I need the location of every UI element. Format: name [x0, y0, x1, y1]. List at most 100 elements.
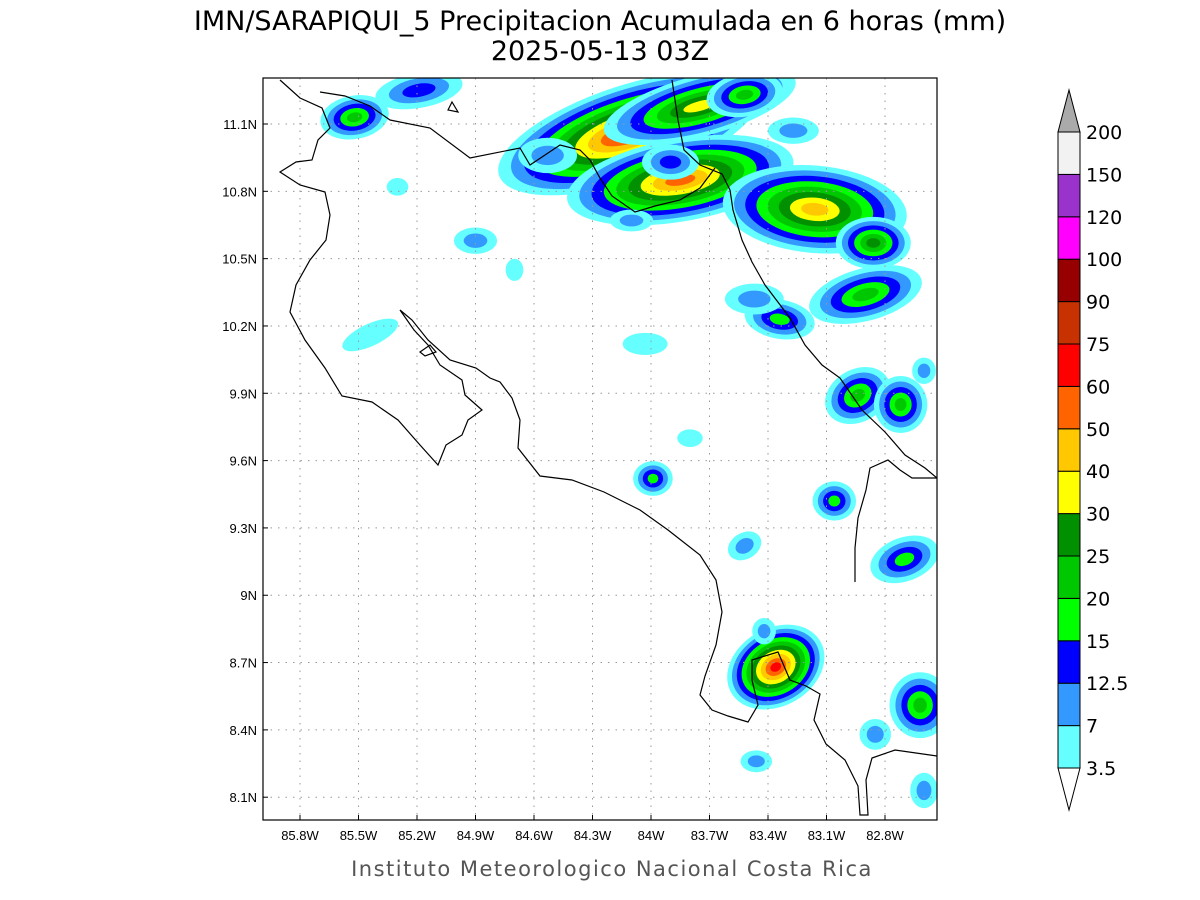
- precip-cell: [518, 137, 578, 174]
- x-tick-label: 84.9W: [457, 828, 495, 843]
- precip-cell: [873, 376, 928, 433]
- x-tick-label: 84W: [638, 828, 665, 843]
- precip-contour-7: [779, 123, 808, 138]
- precip-cell: [342, 318, 399, 352]
- precip-cell: [809, 265, 922, 324]
- colorbar-swatch: [1057, 343, 1081, 387]
- precip-contour-7: [917, 363, 931, 379]
- precip-contour-15: [828, 495, 841, 507]
- precip-cell: [752, 617, 776, 645]
- colorbar-label: 20: [1086, 588, 1110, 610]
- colorbar-label: 100: [1086, 249, 1122, 271]
- precip-contour-7: [619, 214, 644, 227]
- precip-cell: [642, 144, 699, 180]
- colorbar-swatch: [1057, 597, 1081, 642]
- colorbar-label: 7: [1086, 716, 1098, 738]
- caribbean-coastline: [671, 79, 937, 479]
- y-tick-label: 10.5N: [222, 252, 257, 267]
- precip-contour-7: [531, 145, 564, 166]
- pacific-coastline: [278, 79, 937, 816]
- precip-cell: [740, 750, 773, 773]
- precip-cell: [386, 178, 409, 196]
- colorbar-swatch: [1057, 555, 1081, 599]
- precip-cell: [859, 718, 891, 750]
- colorbar-swatch: [1057, 131, 1081, 175]
- precip-contour-3.5: [622, 332, 668, 355]
- x-tick-label: 84.6W: [515, 828, 553, 843]
- colorbar-swatch: [1057, 470, 1081, 515]
- precip-contour-12.5: [402, 83, 436, 98]
- colorbar-swatch: [1057, 513, 1081, 557]
- map-subtitle: 2025-05-13 03Z: [491, 36, 709, 67]
- colorbar-max-arrow: [1057, 88, 1081, 133]
- precip-cell: [870, 535, 937, 584]
- precip-cell: [912, 357, 936, 385]
- x-tick-label: 85.8W: [281, 828, 319, 843]
- y-tick-label: 9N: [240, 588, 257, 603]
- x-tick-label: 85.2W: [398, 828, 436, 843]
- colorbar-label: 25: [1086, 546, 1110, 568]
- precip-contour-15: [894, 552, 915, 567]
- colorbar-label: 30: [1086, 504, 1110, 526]
- y-tick-label: 8.7N: [230, 656, 257, 671]
- colorbar-min-arrow: [1057, 767, 1081, 812]
- colorbar-label: 15: [1086, 631, 1110, 653]
- precip-contour-3.5: [342, 318, 399, 352]
- precip-cell: [910, 772, 937, 809]
- precip-contour-3.5: [505, 258, 524, 281]
- plot-frame: [262, 77, 938, 821]
- precip-contour-20: [346, 112, 363, 123]
- colorbar: 3.5 7 12.5 15 20 25 30 40 50 60 75 90 100 120 150 200: [1057, 88, 1128, 812]
- colorbar-swatch: [1057, 301, 1081, 345]
- precip-cell: [706, 78, 783, 118]
- precip-contour-25: [866, 238, 881, 248]
- colorbar-label: 3.5: [1086, 758, 1116, 780]
- precip-cell: [609, 209, 654, 232]
- colorbar-swatch: [1057, 725, 1081, 769]
- colorbar-label: 50: [1086, 419, 1110, 441]
- x-axis: 85.8W 85.5W 85.2W 84.9W 84.6W 84.3W 84W 83.7W 83…: [281, 815, 905, 843]
- precip-cell: [727, 624, 825, 710]
- colorbar-swatch: [1057, 216, 1081, 260]
- colorbar-swatch: [1057, 640, 1081, 684]
- x-tick-label: 83.7W: [691, 828, 729, 843]
- precip-cell: [453, 227, 498, 254]
- colorbar-swatch: [1057, 682, 1081, 727]
- precip-contour-7: [866, 725, 884, 743]
- colorbar-swatch: [1057, 173, 1081, 218]
- y-tick-label: 8.1N: [230, 790, 257, 805]
- colorbar-label: 12.5: [1086, 673, 1128, 695]
- x-tick-label: 83.1W: [808, 828, 846, 843]
- precip-contour-3.5: [677, 429, 703, 447]
- precip-contour-7: [757, 623, 771, 639]
- colorbar-swatch: [1057, 258, 1081, 303]
- precip-contour-7: [463, 233, 488, 248]
- y-tick-label: 9.6N: [230, 454, 257, 469]
- y-tick-label: 8.4N: [230, 723, 257, 738]
- precip-contour-12.5: [659, 155, 682, 169]
- y-axis: 11.1N 10.8N 10.5N 10.2N 9.9N 9.6N 9.3N 9N 8.7N 8.…: [222, 117, 268, 805]
- coastlines: [278, 79, 937, 816]
- precip-cell: [825, 367, 891, 425]
- colorbar-label: 75: [1086, 334, 1110, 356]
- precip-contour-7: [735, 538, 754, 554]
- x-tick-label: 84.3W: [574, 828, 612, 843]
- precip-cell: [505, 258, 524, 281]
- precip-contour-3.5: [386, 178, 409, 196]
- map-title: IMN/SARAPIQUI_5 Precipitacion Acumulada …: [194, 6, 1006, 37]
- precip-cell: [767, 117, 819, 144]
- precip-contour-15: [647, 473, 659, 484]
- precip-cell: [835, 216, 911, 269]
- x-tick-label: 85.5W: [340, 828, 378, 843]
- y-tick-label: 9.9N: [230, 386, 257, 401]
- panama-border: [854, 459, 937, 582]
- precip-contour-7: [747, 755, 765, 768]
- colorbar-label: 150: [1086, 164, 1122, 186]
- precip-contour-40: [801, 202, 829, 216]
- precip-cell: [812, 481, 857, 521]
- precip-contour-20: [913, 697, 927, 713]
- precip-cell: [375, 78, 463, 110]
- precip-contour-20: [852, 287, 879, 302]
- credit-text: Instituto Meteorologico Nacional Costa R…: [351, 857, 873, 881]
